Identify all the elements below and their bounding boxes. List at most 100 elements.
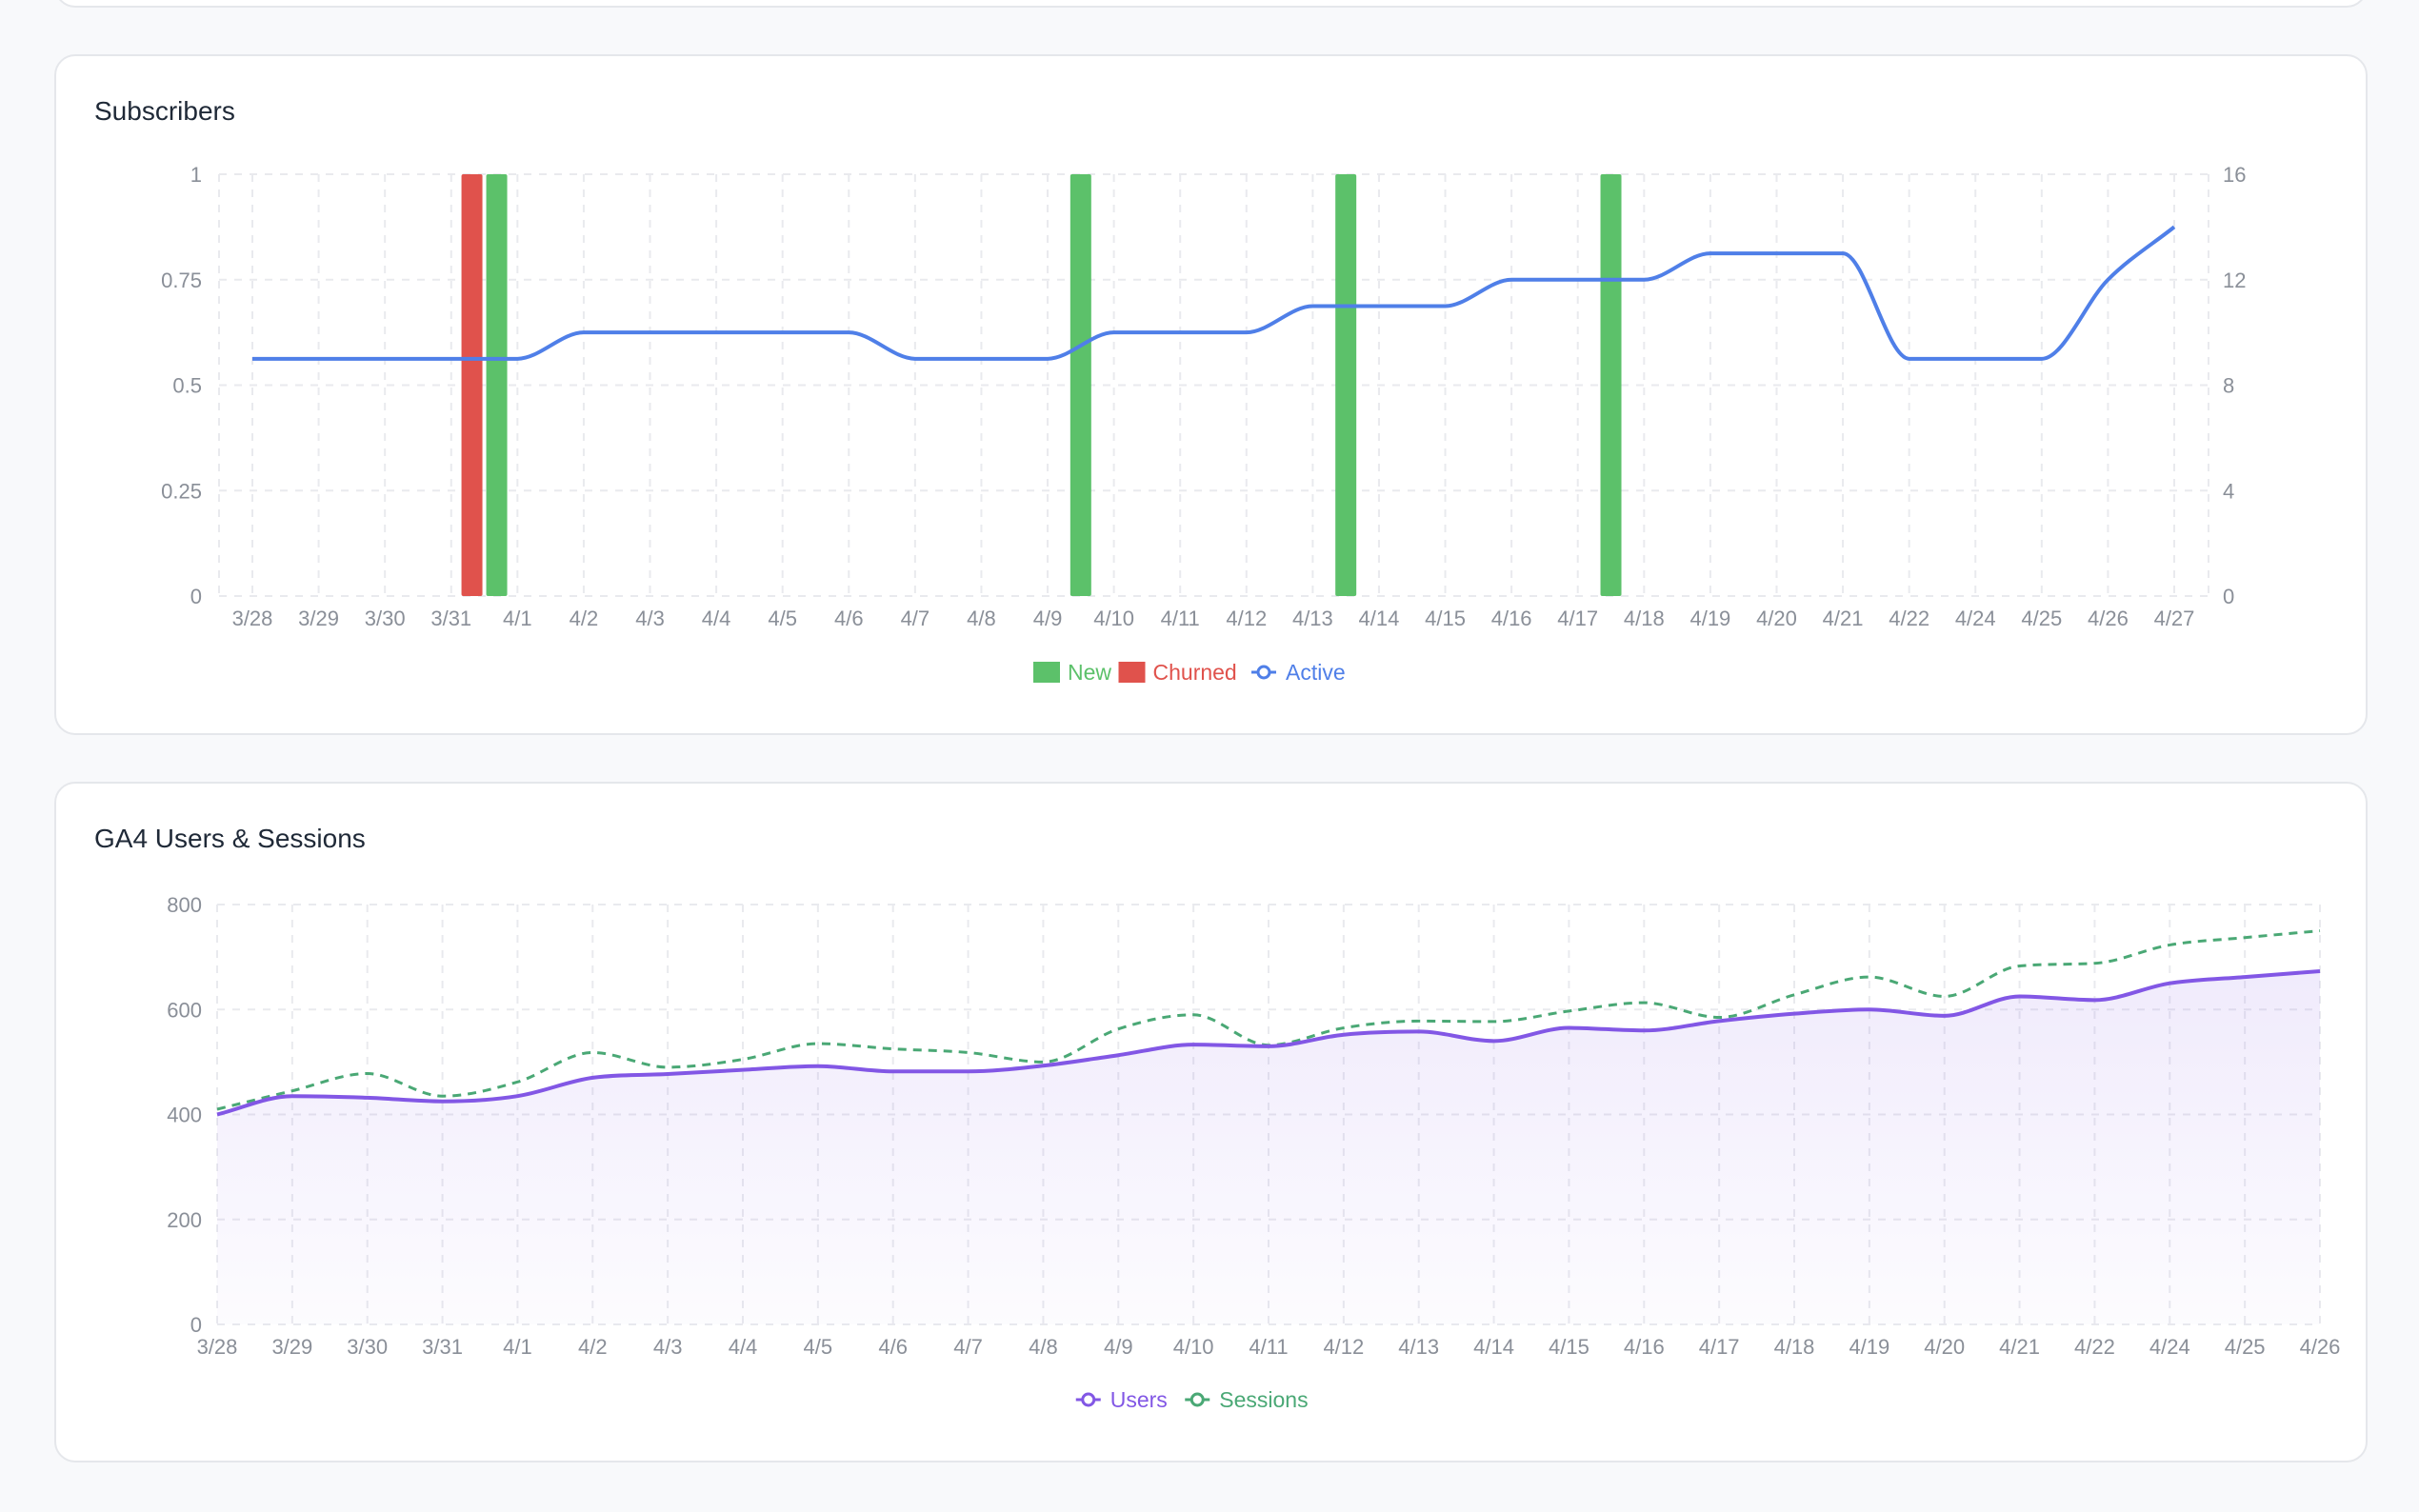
subscribers-title: Subscribers	[94, 96, 235, 126]
y-right-tick-label: 4	[2223, 479, 2234, 503]
x-tick-label: 3/30	[347, 1335, 388, 1359]
y-left-tick-label: 1	[190, 163, 202, 187]
y-tick-label: 800	[167, 893, 202, 917]
legend-label-users: Users	[1110, 1387, 1168, 1412]
y-left-tick-label: 0.75	[161, 269, 202, 292]
x-tick-label: 3/31	[430, 607, 471, 630]
users-line	[216, 969, 2321, 1117]
x-tick-label: 4/24	[1955, 607, 1996, 630]
users-area	[217, 971, 2320, 1324]
subscribers-card: Subscribers 0 0.25 0.5 0.75 1 0 4 8 12 16 3/28 3/29…	[54, 54, 2368, 735]
y-tick-label: 0	[190, 1313, 202, 1337]
bar-churned	[461, 174, 483, 596]
ga4-chart: 0 200 400 600 800 3/28 3/29 3/30 3/31 4/1 4/2 4/3 4/…	[167, 893, 2341, 1412]
x-tick-label: 4/5	[804, 1335, 833, 1359]
legend: Users Sessions	[1075, 1387, 1309, 1412]
x-tick-label: 4/8	[1029, 1335, 1058, 1359]
legend-marker-active	[1256, 665, 1271, 680]
x-tick-label: 4/10	[1173, 1335, 1214, 1359]
x-tick-label: 4/21	[1999, 1335, 2040, 1359]
legend-label-new: New	[1068, 660, 1111, 685]
x-tick-label: 4/19	[1849, 1335, 1889, 1359]
x-tick-label: 4/2	[578, 1335, 608, 1359]
x-tick-label: 4/22	[1889, 607, 1929, 630]
x-tick-label: 4/11	[1161, 607, 1200, 630]
x-tick-label: 4/7	[901, 607, 930, 630]
x-tick-label: 4/10	[1093, 607, 1134, 630]
x-tick-label: 3/30	[365, 607, 406, 630]
x-tick-label: 4/4	[729, 1335, 758, 1359]
y-right-tick-label: 0	[2223, 585, 2234, 608]
x-tick-label: 4/6	[834, 607, 864, 630]
x-tick-label: 4/25	[2021, 607, 2062, 630]
x-tick-label: 4/15	[1425, 607, 1466, 630]
x-tick-label: 4/3	[653, 1335, 683, 1359]
x-tick-label: 4/18	[1624, 607, 1665, 630]
x-tick-label: 4/27	[2154, 607, 2195, 630]
x-tick-label: 4/8	[967, 607, 996, 630]
y-right-tick-label: 8	[2223, 374, 2234, 398]
previous-card	[54, 0, 2368, 8]
x-tick-label: 4/12	[1226, 607, 1267, 630]
x-tick-label: 4/12	[1323, 1335, 1364, 1359]
y-tick-label: 600	[167, 998, 202, 1022]
x-tick-label: 4/19	[1689, 607, 1730, 630]
x-tick-label: 3/31	[422, 1335, 463, 1359]
y-tick-label: 200	[167, 1208, 202, 1232]
x-tick-label: 4/24	[2149, 1335, 2190, 1359]
x-tick-label: 4/14	[1359, 607, 1400, 630]
x-tick-label: 3/29	[271, 1335, 312, 1359]
x-tick-label: 4/5	[768, 607, 797, 630]
legend-swatch-churned	[1118, 662, 1146, 683]
bar-new	[1600, 174, 1622, 596]
y-left-tick-label: 0	[190, 585, 202, 608]
legend: New Churned Active	[1033, 660, 1346, 685]
x-tick-label: 4/3	[635, 607, 665, 630]
active-line	[252, 225, 2176, 361]
x-tick-label: 4/26	[2300, 1335, 2341, 1359]
x-tick-label: 4/11	[1249, 1335, 1288, 1359]
x-tick-label: 3/29	[298, 607, 339, 630]
ga4-card: GA4 Users & Sessions 0 200 400 600 800 3/28 3/…	[54, 782, 2368, 1462]
x-tick-label: 4/20	[1924, 1335, 1965, 1359]
legend-swatch-new	[1033, 662, 1060, 683]
bar-new	[1335, 174, 1357, 596]
x-tick-label: 4/13	[1292, 607, 1333, 630]
x-tick-label: 4/2	[570, 607, 599, 630]
x-tick-label: 4/14	[1473, 1335, 1514, 1359]
y-right-tick-label: 12	[2223, 269, 2246, 292]
x-tick-label: 4/25	[2225, 1335, 2266, 1359]
x-tick-label: 4/17	[1699, 1335, 1740, 1359]
bar-new	[1070, 174, 1091, 596]
x-tick-label: 4/18	[1774, 1335, 1815, 1359]
x-tick-label: 3/28	[197, 1335, 238, 1359]
bar-new	[486, 174, 508, 596]
x-tick-label: 4/9	[1033, 607, 1063, 630]
x-tick-label: 4/1	[503, 1335, 532, 1359]
ga4-title: GA4 Users & Sessions	[94, 824, 366, 853]
legend-label-churned: Churned	[1153, 660, 1237, 685]
y-left-tick-label: 0.5	[172, 374, 202, 398]
legend-label-sessions: Sessions	[1219, 1387, 1308, 1412]
x-tick-label: 4/6	[878, 1335, 908, 1359]
x-tick-label: 4/9	[1104, 1335, 1133, 1359]
x-tick-label: 4/16	[1491, 607, 1532, 630]
grid	[218, 173, 2209, 597]
y-left-tick-label: 0.25	[161, 479, 202, 503]
x-tick-label: 4/1	[503, 607, 532, 630]
x-tick-label: 4/17	[1557, 607, 1598, 630]
x-tick-label: 4/16	[1624, 1335, 1665, 1359]
x-tick-label: 4/15	[1549, 1335, 1589, 1359]
x-tick-label: 4/26	[2088, 607, 2129, 630]
x-tick-label: 4/13	[1398, 1335, 1439, 1359]
x-tick-label: 4/22	[2074, 1335, 2115, 1359]
x-tick-label: 4/21	[1823, 607, 1864, 630]
x-tick-label: 4/20	[1756, 607, 1797, 630]
legend-label-active: Active	[1286, 660, 1346, 685]
legend-marker-users	[1081, 1392, 1096, 1407]
x-tick-label: 3/28	[232, 607, 273, 630]
y-tick-label: 400	[167, 1104, 202, 1127]
y-right-tick-label: 16	[2223, 163, 2246, 187]
legend-marker-sessions	[1190, 1392, 1205, 1407]
